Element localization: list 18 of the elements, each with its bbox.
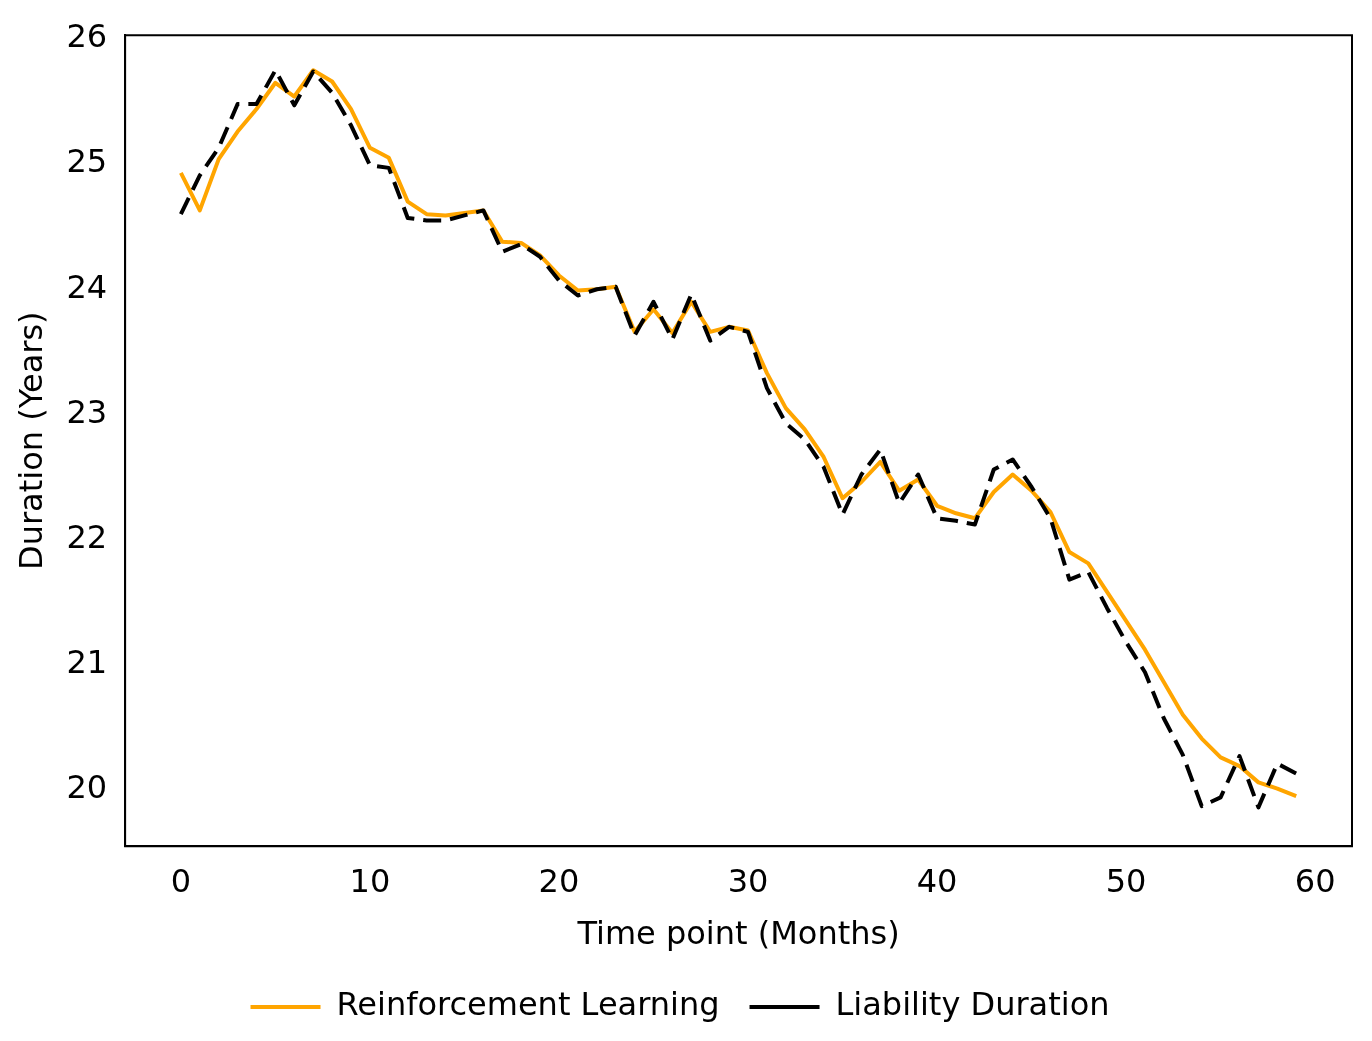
y-tick-label: 20 <box>66 768 108 807</box>
x-tick-label: 30 <box>727 861 769 900</box>
y-tick-label: 22 <box>66 517 108 556</box>
y-tick-label: 26 <box>66 17 108 56</box>
legend-label: Reinforcement Learning <box>336 985 720 1024</box>
x-tick-label: 10 <box>349 861 391 900</box>
x-axis-title: Time point (Months) <box>576 914 900 953</box>
x-tick-label: 40 <box>916 861 958 900</box>
y-axis-title: Duration (Years) <box>11 311 50 570</box>
y-tick-label: 25 <box>66 142 108 181</box>
y-tick-label: 24 <box>66 267 108 306</box>
y-tick-label: 23 <box>66 392 108 431</box>
legend-label: Liability Duration <box>835 985 1110 1024</box>
x-tick-label: 0 <box>170 861 192 900</box>
y-tick-label: 21 <box>66 643 108 682</box>
x-tick-label: 60 <box>1294 861 1336 900</box>
x-tick-label: 20 <box>538 861 580 900</box>
x-tick-label: 50 <box>1105 861 1147 900</box>
